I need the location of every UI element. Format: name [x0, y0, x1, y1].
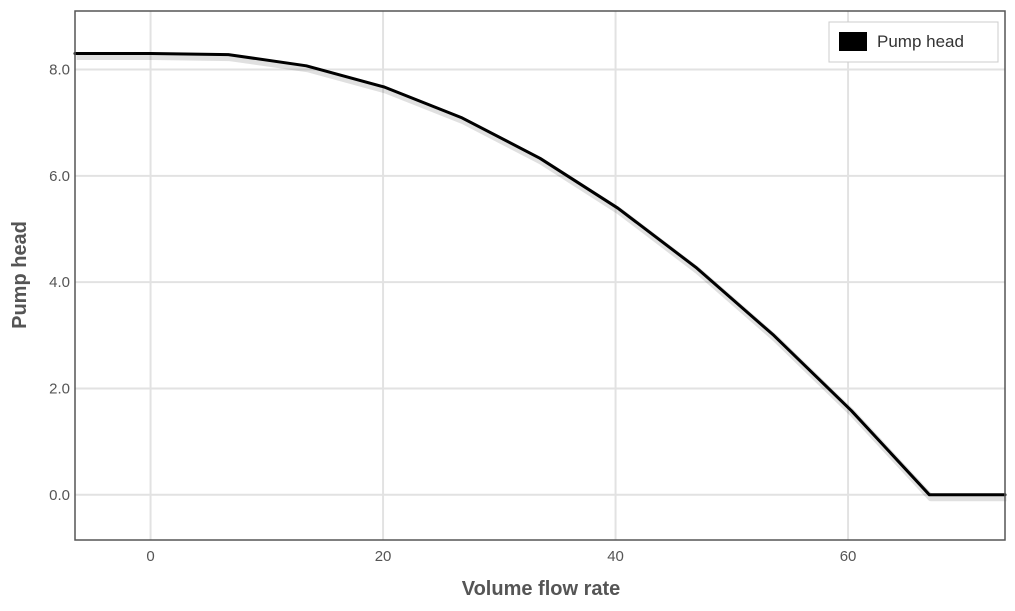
x-tick-label: 0 [146, 548, 154, 565]
y-tick-label: 0.0 [49, 487, 70, 504]
x-tick-label: 60 [840, 548, 857, 565]
legend-label-pump-head: Pump head [877, 32, 964, 51]
x-axis-title: Volume flow rate [462, 578, 621, 600]
grid [75, 11, 1005, 540]
y-tick-label: 8.0 [49, 61, 70, 78]
y-axis-title: Pump head [9, 221, 31, 329]
x-tick-label: 20 [375, 548, 392, 565]
series-line-shadow [76, 53, 1007, 502]
y-tick-label: 6.0 [49, 168, 70, 185]
y-axis-ticks: 0.0 2.0 4.0 6.0 8.0 [49, 61, 70, 503]
series-line-pump-head [73, 52, 1007, 497]
plot-frame [74, 10, 1006, 541]
legend-swatch-pump-head [839, 32, 867, 51]
y-tick-label: 2.0 [49, 380, 70, 397]
series-layer [73, 52, 1007, 502]
x-tick-label: 40 [607, 548, 624, 565]
y-tick-label: 4.0 [49, 274, 70, 291]
legend-box [828, 21, 999, 63]
x-axis-ticks: 0 20 40 60 [146, 548, 856, 565]
legend: Pump head [828, 21, 999, 63]
